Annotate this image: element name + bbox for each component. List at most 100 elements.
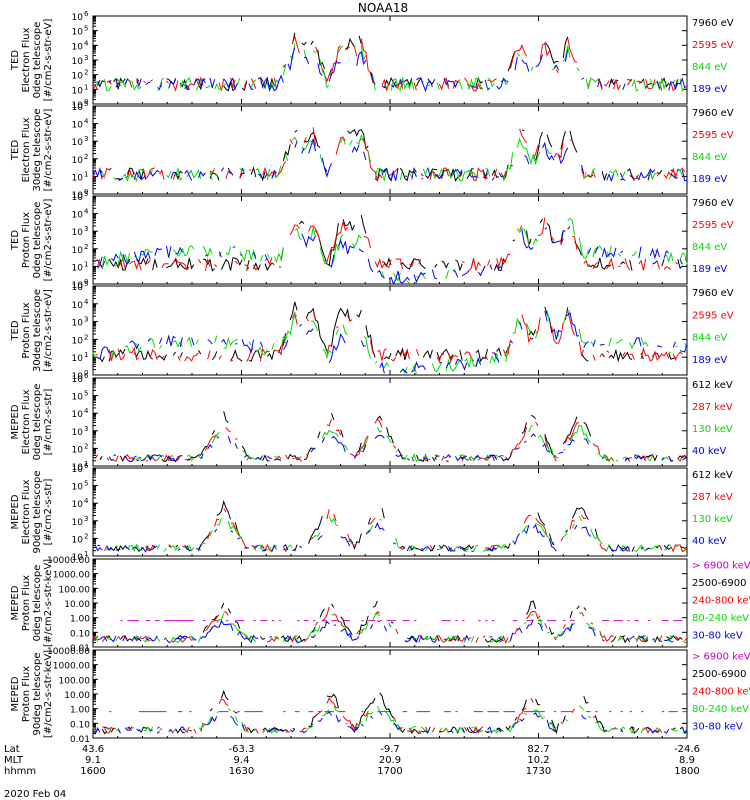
y-axis-label-line: Proton Flux <box>21 666 32 722</box>
series-trace <box>94 612 688 643</box>
y-tick-exponent: 5 <box>84 480 88 488</box>
legend-entry: 7960 eV <box>692 18 734 29</box>
legend-entry: 2595 eV <box>692 130 734 141</box>
y-tick-label: 10 <box>72 283 84 293</box>
y-axis-label-line: Proton Flux <box>21 212 32 268</box>
y-tick-label: 10 <box>72 281 84 291</box>
y-tick-exponent: 6 <box>84 10 89 18</box>
x-tick-label: 8.9 <box>679 755 695 766</box>
y-tick-exponent: 4 <box>84 208 89 216</box>
legend-entry: 130 keV <box>692 424 733 435</box>
y-axis-label: MEPEDElectron Flux90deg telescope[#/cm2-… <box>10 470 54 553</box>
x-row-label: MLT <box>4 755 24 766</box>
series-trace <box>97 217 688 271</box>
y-axis-label: MEPEDProton Flux0deg telescope[#/cm2-s-s… <box>10 559 54 647</box>
legend-entry: 30-80 keV <box>692 722 743 733</box>
x-tick-label: 1600 <box>80 766 105 777</box>
series-trace <box>104 508 688 553</box>
series-trace <box>97 47 686 93</box>
y-tick-label: 100.00 <box>59 585 91 595</box>
series-trace <box>98 302 687 362</box>
x-tick-label: 1730 <box>526 766 551 777</box>
y-axis-label: TEDProton Flux30deg telescope[#/cm2-s-st… <box>10 289 54 372</box>
y-tick-label: 1.00 <box>70 615 90 625</box>
series-trace <box>97 500 688 553</box>
y-axis-label-line: MEPED <box>10 494 21 529</box>
y-tick-label: 10 <box>72 28 84 38</box>
y-tick-label: 10 <box>72 319 84 329</box>
legend-entry: 844 eV <box>692 62 727 73</box>
y-axis-label: MEPEDProton Flux90deg telescope[#/cm2-s-… <box>10 650 54 738</box>
y-tick-label: 10000.00 <box>47 556 90 566</box>
y-tick-exponent: 3 <box>84 54 88 62</box>
y-tick-label: 10 <box>72 13 84 23</box>
series-trace <box>93 698 687 733</box>
y-tick-label: 10 <box>72 42 84 52</box>
y-tick-label: 10 <box>72 535 84 545</box>
y-tick-exponent: 5 <box>84 100 88 108</box>
y-axis-label: TEDElectron Flux30deg telescope[#/cm2-s-… <box>10 108 54 191</box>
y-tick-label: 10 <box>72 372 84 382</box>
x-row-label: hhmm <box>4 766 36 777</box>
y-axis-label-line: 0deg telescope <box>32 565 43 642</box>
y-axis-label-line: 0deg telescope <box>32 22 43 99</box>
y-tick-exponent: 2 <box>84 69 88 77</box>
y-tick-label: 10 <box>72 138 84 148</box>
x-row-label: Lat <box>4 744 20 755</box>
y-tick-label: 0.01 <box>70 735 90 745</box>
y-tick-label: 10 <box>72 410 84 420</box>
legend-entry: 189 eV <box>692 84 727 95</box>
legend-entry: 240-800 keV <box>692 686 750 697</box>
y-tick-exponent: 0 <box>84 188 88 196</box>
legend-entry: 844 eV <box>692 242 727 253</box>
legend-entry: > 6900 keV <box>692 651 750 662</box>
series-trace <box>92 309 688 375</box>
series-trace <box>93 601 687 643</box>
series-trace <box>94 43 686 93</box>
legend-entry: 7960 eV <box>692 288 734 299</box>
x-tick-label: 43.6 <box>82 744 104 755</box>
panel-frame <box>92 285 688 376</box>
legend-entry: 130 keV <box>692 514 733 525</box>
y-tick-exponent: 3 <box>84 425 88 433</box>
y-tick-exponent: 3 <box>84 135 88 143</box>
y-tick-exponent: 6 <box>84 372 89 380</box>
y-axis-label-line: 90deg telescope <box>32 652 43 735</box>
y-tick-label: 10 <box>72 463 84 473</box>
y-axis-label-line: 30deg telescope <box>32 289 43 372</box>
y-tick-label: 10 <box>72 121 84 131</box>
legend-entry: 240-800 keV <box>692 595 750 606</box>
series-trace <box>108 433 688 463</box>
y-axis-label: TEDProton Flux0deg telescope[#/cm2-s-str… <box>10 199 54 282</box>
y-tick-exponent: 1 <box>84 170 88 178</box>
y-tick-exponent: 5 <box>84 280 88 288</box>
y-tick-exponent: 4 <box>84 407 89 415</box>
y-tick-label: 10.00 <box>64 691 90 701</box>
x-tick-label: 20.9 <box>379 755 401 766</box>
legend-entry: > 6900 keV <box>692 560 750 571</box>
y-axis-label-line: [#/cm2-s-str-keV] <box>43 559 54 647</box>
x-tick-label: 1800 <box>674 766 699 777</box>
panel-frame <box>92 558 688 648</box>
x-tick-label: 9.4 <box>234 755 250 766</box>
y-axis-label-line: 90deg telescope <box>32 470 43 553</box>
y-tick-label: 1000.00 <box>53 662 90 672</box>
series-trace <box>92 138 688 183</box>
legend-entry: 612 keV <box>692 470 733 481</box>
chart-title: NOAA18 <box>358 1 408 15</box>
y-tick-label: 10 <box>72 518 84 528</box>
y-axis-label: TEDElectron Flux0deg telescope[#/cm2-s-s… <box>10 19 54 102</box>
y-axis-label-line: Proton Flux <box>21 302 32 358</box>
legend-entry: 189 eV <box>692 174 727 185</box>
y-axis-label-line: Electron Flux <box>21 27 32 92</box>
legend-entry: 2500-6900 <box>692 578 747 589</box>
y-tick-label: 10 <box>72 191 84 201</box>
y-tick-exponent: 2 <box>84 153 88 161</box>
series-trace <box>99 310 688 374</box>
y-tick-exponent: 2 <box>84 442 88 450</box>
panel-7: 0.010.101.0010.00100.001000.0010000.00ME… <box>10 556 750 654</box>
